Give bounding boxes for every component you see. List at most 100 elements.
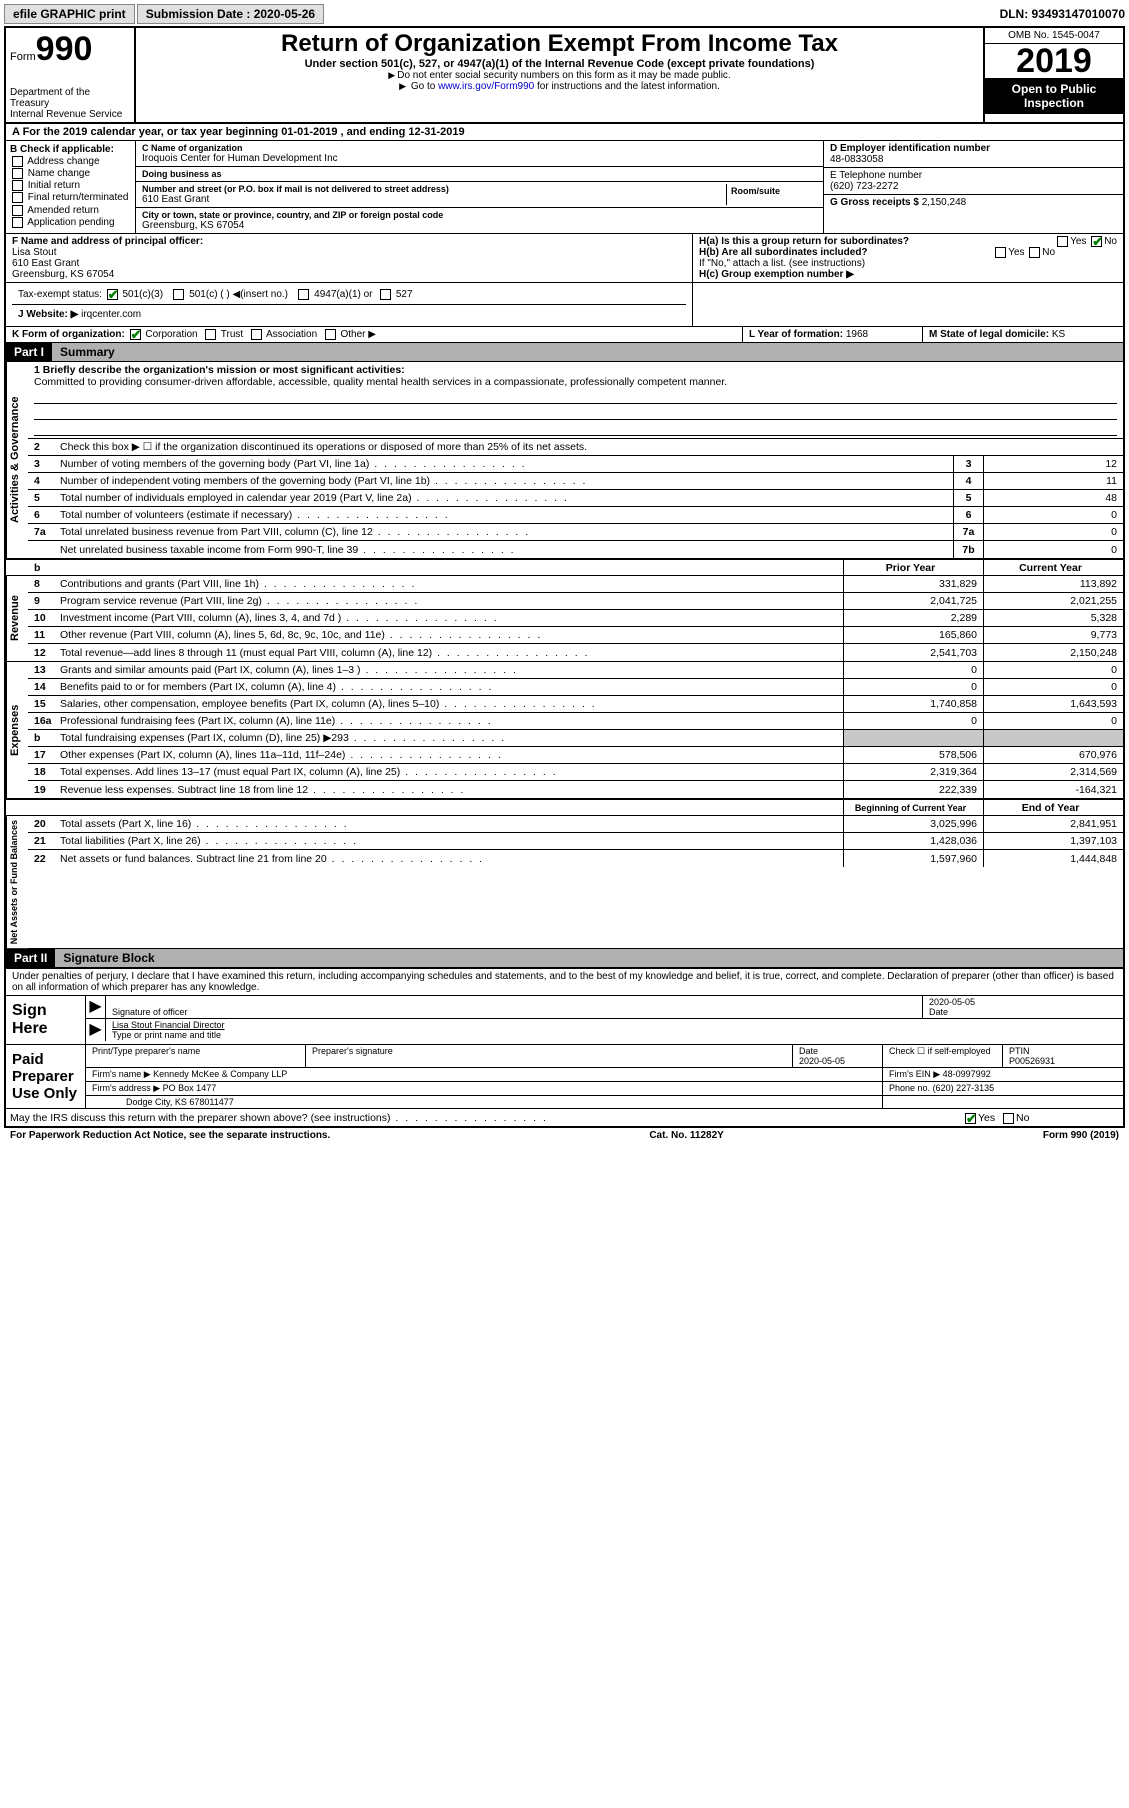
line-box: 4: [953, 473, 983, 489]
line-text: Revenue less expenses. Subtract line 18 …: [56, 783, 843, 797]
line-text: Total assets (Part X, line 16): [56, 817, 843, 831]
ein-value: 48-0833058: [830, 154, 883, 165]
current-value: 0: [983, 713, 1123, 729]
officer-name: Lisa Stout: [12, 247, 56, 258]
current-year-header: Current Year: [983, 560, 1123, 575]
line-text: Total number of individuals employed in …: [56, 491, 953, 505]
current-value: 2,150,248: [983, 644, 1123, 661]
line-text: Salaries, other compensation, employee b…: [56, 697, 843, 711]
tax-year: 2019: [985, 44, 1123, 78]
dln-text: DLN: 93493147010070: [1000, 7, 1125, 21]
ha-label: H(a) Is this a group return for subordin…: [699, 236, 909, 247]
current-value: 1,444,848: [983, 850, 1123, 867]
current-value: 0: [983, 679, 1123, 695]
street-value: 610 East Grant: [142, 194, 726, 205]
current-value: 113,892: [983, 576, 1123, 592]
begin-year-header: Beginning of Current Year: [843, 800, 983, 815]
line-text: Number of independent voting members of …: [56, 474, 953, 488]
part1-title: Summary: [52, 343, 1123, 361]
line-box: 7a: [953, 524, 983, 540]
submission-date-button[interactable]: Submission Date : 2020-05-26: [137, 4, 324, 24]
current-value: 670,976: [983, 747, 1123, 763]
line-text: Benefits paid to or for members (Part IX…: [56, 680, 843, 694]
topbar: efile GRAPHIC print Submission Date : 20…: [4, 4, 1125, 24]
current-value: 2,021,255: [983, 593, 1123, 609]
col-b-checkboxes: B Check if applicable: Address change Na…: [6, 141, 136, 233]
row-a-tax-year: A For the 2019 calendar year, or tax yea…: [6, 124, 1123, 141]
footer-mid: Cat. No. 11282Y: [649, 1130, 723, 1141]
end-year-header: End of Year: [983, 800, 1123, 815]
form-number: Form990: [10, 30, 130, 69]
current-value: 1,643,593: [983, 696, 1123, 712]
d-label: D Employer identification number: [830, 143, 990, 154]
officer-addr2: Greensburg, KS 67054: [12, 269, 114, 280]
vlabel-netassets: Net Assets or Fund Balances: [6, 816, 28, 948]
prior-value: [843, 730, 983, 746]
line-text: Total liabilities (Part X, line 26): [56, 834, 843, 848]
ssn-note: Do not enter social security numbers on …: [142, 70, 977, 81]
line-value: 48: [983, 490, 1123, 506]
prior-value: 578,506: [843, 747, 983, 763]
efile-button[interactable]: efile GRAPHIC print: [4, 4, 135, 24]
line-box: 5: [953, 490, 983, 506]
line-box: 6: [953, 507, 983, 523]
prior-value: 331,829: [843, 576, 983, 592]
prior-value: 3,025,996: [843, 816, 983, 832]
prior-year-header: Prior Year: [843, 560, 983, 575]
prior-value: 0: [843, 662, 983, 678]
line-value: 12: [983, 456, 1123, 472]
footer-left: For Paperwork Reduction Act Notice, see …: [10, 1130, 330, 1141]
open-inspection: Open to Public Inspection: [985, 78, 1123, 114]
line-box: 7b: [953, 541, 983, 558]
line2-text: Check this box ▶ ☐ if the organization d…: [56, 440, 1123, 454]
org-name: Iroquois Center for Human Development In…: [142, 153, 817, 164]
website-label: J Website: ▶: [18, 309, 78, 320]
room-suite-label: Room/suite: [727, 184, 817, 205]
line-text: Professional fundraising fees (Part IX, …: [56, 714, 843, 728]
discuss-irs: May the IRS discuss this return with the…: [6, 1111, 963, 1125]
dba-label: Doing business as: [142, 169, 817, 179]
prior-value: 222,339: [843, 781, 983, 798]
prior-value: 1,740,858: [843, 696, 983, 712]
dept-treasury: Department of the Treasury Internal Reve…: [10, 87, 130, 120]
website-value: irqcenter.com: [81, 309, 141, 320]
prior-value: 0: [843, 713, 983, 729]
form-subtitle: Under section 501(c), 527, or 4947(a)(1)…: [142, 58, 977, 70]
current-value: 1,397,103: [983, 833, 1123, 849]
line-text: Grants and similar amounts paid (Part IX…: [56, 663, 843, 677]
gross-receipts: 2,150,248: [922, 197, 967, 208]
line-text: Investment income (Part VIII, column (A)…: [56, 611, 843, 625]
prior-value: 165,860: [843, 627, 983, 643]
g-label: G Gross receipts $: [830, 197, 919, 208]
line-text: Contributions and grants (Part VIII, lin…: [56, 577, 843, 591]
line-box: 3: [953, 456, 983, 472]
f-label: F Name and address of principal officer:: [12, 236, 203, 247]
line-text: Total unrelated business revenue from Pa…: [56, 525, 953, 539]
part1-header: Part I: [6, 343, 52, 361]
vlabel-expenses: Expenses: [6, 662, 28, 798]
tax-status-label: Tax-exempt status:: [18, 289, 102, 300]
hb-label: H(b) Are all subordinates included?: [699, 247, 868, 258]
line-value: 11: [983, 473, 1123, 489]
phone-value: (620) 723-2272: [830, 181, 898, 192]
current-value: 0: [983, 662, 1123, 678]
line-text: Other revenue (Part VIII, column (A), li…: [56, 628, 843, 642]
city-label: City or town, state or province, country…: [142, 210, 817, 220]
line-text: Other expenses (Part IX, column (A), lin…: [56, 748, 843, 762]
hb-note: If "No," attach a list. (see instruction…: [699, 258, 1117, 269]
line-text: Total expenses. Add lines 13–17 (must eq…: [56, 765, 843, 779]
irs-link[interactable]: www.irs.gov/Form990: [438, 81, 534, 92]
line-value: 0: [983, 524, 1123, 540]
line-value: 0: [983, 507, 1123, 523]
line-value: 0: [983, 541, 1123, 558]
m-value: KS: [1052, 329, 1065, 340]
line-text: Program service revenue (Part VIII, line…: [56, 594, 843, 608]
form-title: Return of Organization Exempt From Incom…: [142, 30, 977, 58]
m-label: M State of legal domicile:: [929, 329, 1049, 340]
part2-header: Part II: [6, 949, 55, 967]
l-label: L Year of formation:: [749, 329, 843, 340]
prior-value: 2,319,364: [843, 764, 983, 780]
current-value: 9,773: [983, 627, 1123, 643]
footer-right: Form 990 (2019): [1043, 1130, 1119, 1141]
prior-value: 1,597,960: [843, 850, 983, 867]
